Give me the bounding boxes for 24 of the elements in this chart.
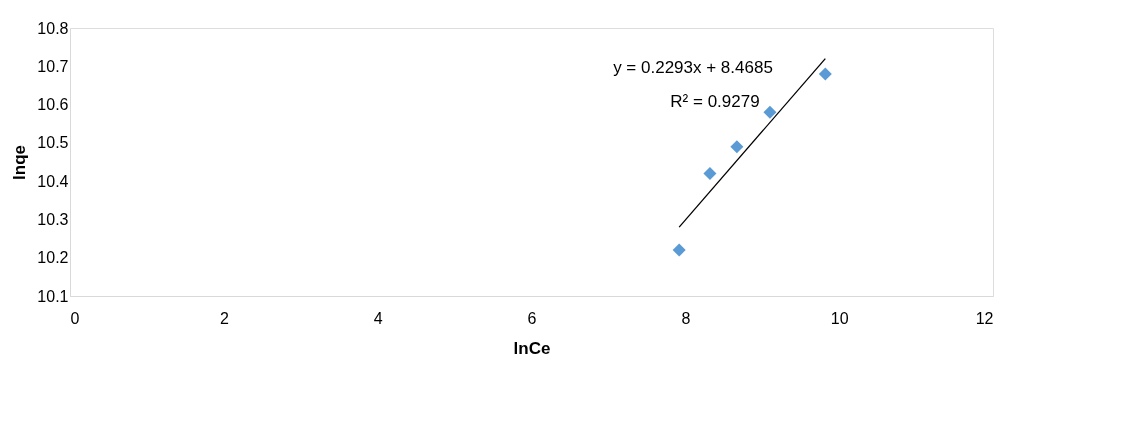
y-tick-label: 10.4 xyxy=(37,172,69,190)
annotation: y = 0.2293x + 8.4685 xyxy=(613,58,773,77)
point xyxy=(763,105,777,119)
point xyxy=(672,243,686,257)
x-tick-label: 10 xyxy=(830,309,849,327)
y-tick-label: 10.7 xyxy=(37,57,69,75)
point xyxy=(818,67,832,81)
y-tick-label: 10.2 xyxy=(37,249,69,267)
y-tick-label: 10.3 xyxy=(37,210,69,228)
x-tick-label: 6 xyxy=(527,309,537,327)
x-tick-label: 0 xyxy=(70,309,80,327)
y-tick-label: 10.1 xyxy=(37,287,69,305)
y-tick-label: 10.6 xyxy=(37,96,69,114)
y-tick-label: 10.8 xyxy=(37,19,69,37)
x-axis-title: lnCe xyxy=(513,338,551,358)
point xyxy=(703,166,717,180)
annotation: R² = 0.9279 xyxy=(670,92,760,111)
y-tick-label: 10.5 xyxy=(37,134,69,152)
x-tick-label: 2 xyxy=(219,309,229,327)
x-tick-label: 8 xyxy=(681,309,691,327)
point xyxy=(730,140,744,154)
x-tick-label: 12 xyxy=(975,309,994,327)
x-tick-label: 4 xyxy=(373,309,383,327)
y-axis-title: lnqe xyxy=(10,145,30,180)
